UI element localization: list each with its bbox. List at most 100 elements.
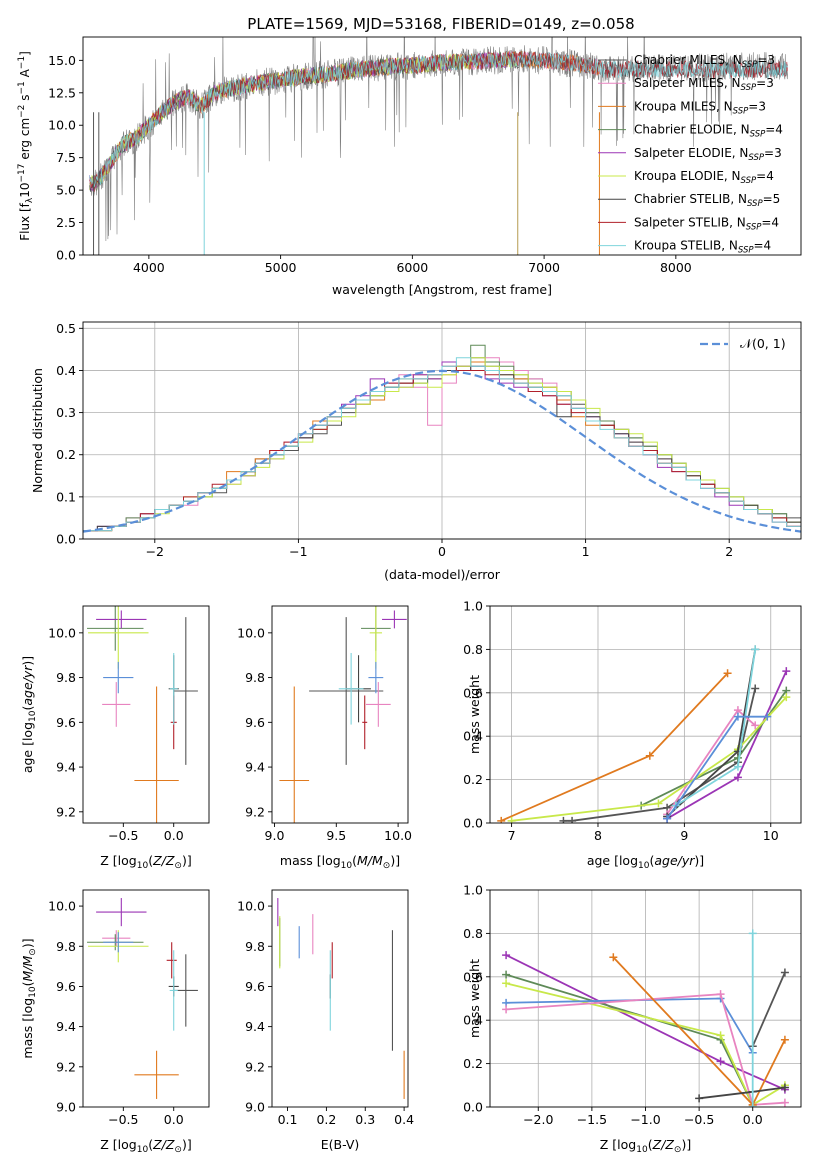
label-part: −1: [17, 56, 27, 69]
label-part: A: [18, 68, 32, 81]
plus-marker: [723, 669, 732, 678]
x-tick-label: −0.5: [108, 828, 138, 843]
y-axis-label: age [log10(age/yr)]: [20, 656, 38, 773]
y-tick-label: 2.5: [56, 215, 76, 230]
label-part: age [log: [587, 853, 638, 868]
plus-marker: [733, 762, 742, 771]
label-part: Salpeter ELODIE, N: [634, 146, 748, 160]
x-axis-label: wavelength [Angstrom, rest frame]: [332, 282, 552, 297]
y-tick-label: 9.6: [245, 715, 265, 730]
y-tick-label: 0.3: [56, 405, 76, 420]
y-tick-label: 9.6: [56, 715, 76, 730]
plus-marker: [716, 1057, 725, 1066]
x-axis-label: Z [log10(Z/Z⊙)]: [100, 1137, 191, 1155]
label-part: =4: [756, 169, 774, 183]
label-part: Salpeter STELIB, N: [634, 215, 746, 229]
label-part: SSP: [741, 83, 757, 93]
label-part: Z [log: [600, 1137, 636, 1152]
mass_age-panel: 9.0 9.5 10.0 9.2 9.4 9.6 9.8 10.0 mass [log10(M/…: [237, 605, 412, 871]
label-part: 10: [28, 986, 38, 998]
label-part: M/M: [20, 955, 35, 981]
label-part: Flux [f: [18, 202, 32, 240]
plus-marker: [502, 979, 511, 988]
x-tick-label: −1.0: [630, 1112, 660, 1127]
plus-marker: [497, 816, 506, 823]
x-tick-label: −0.5: [108, 1112, 138, 1127]
plus-marker: [748, 929, 757, 938]
plus-marker: [780, 1035, 789, 1044]
weight-line: [505, 982, 786, 1107]
chart-panels: 4000 5000 6000 7000 80000.02.55.07.510.012.5…: [17, 36, 802, 1155]
label-part: 10: [137, 1145, 149, 1155]
label-part: SSP: [746, 222, 762, 232]
residuals-plot-area: [83, 344, 801, 533]
residuals-panel: −2 −1 0 1 2 0.0 0.1 0.2 0.3 0.4 0.5 𝒩(0, 1) (data-mo…: [30, 321, 802, 582]
y-tick-label: 9.2: [245, 1059, 265, 1074]
y-axis-label: mass [log10(M/M⊙)]: [20, 938, 38, 1058]
y-tick-label: 10.0: [48, 899, 76, 914]
x-tick-label: 9: [680, 828, 688, 843]
label-part: 10: [636, 1145, 648, 1155]
x-tick-label: 7000: [528, 260, 560, 275]
axes-frame: [271, 889, 409, 1108]
label-part: SSP: [748, 153, 764, 163]
y-tick-label: 10.0: [48, 625, 76, 640]
y-tick-label: 0.1: [56, 489, 76, 504]
plus-marker: [780, 1098, 789, 1107]
y-tick-label: 9.0: [56, 1100, 76, 1115]
x-tick-label: 6000: [396, 260, 428, 275]
x-tick-label: 8: [594, 828, 602, 843]
label-part: ⊙: [174, 1145, 182, 1155]
label-part: −17: [17, 164, 27, 183]
label-part: =4: [754, 239, 772, 253]
x-tick-label: −0.5: [684, 1112, 714, 1127]
y-tick-label: 0.0: [56, 532, 76, 547]
plus-marker: [559, 816, 568, 823]
legend-entry-label: Kroupa MILES, NSSP=3: [634, 99, 766, 116]
y-tick-label: 9.4: [56, 1019, 76, 1034]
label-part: )]: [182, 1137, 192, 1152]
x-axis-label: E(B-V): [321, 1137, 360, 1152]
legend-entry-label: Salpeter STELIB, NSSP=4: [634, 215, 779, 232]
z_weight-plot-area: [502, 929, 789, 1107]
plus-marker: [716, 990, 725, 999]
weight-line: [640, 690, 788, 807]
label-part: ⊙: [28, 948, 38, 956]
y-tick-label: 0.8: [463, 926, 483, 941]
model-spectrum-line: [89, 51, 518, 190]
plus-marker: [780, 968, 789, 977]
y-tick-label: 9.0: [245, 1100, 265, 1115]
plus-marker: [782, 693, 791, 702]
y-tick-label: 10.0: [237, 899, 265, 914]
axes-frame: [489, 605, 802, 824]
y-tick-label: 9.8: [56, 939, 76, 954]
x-axis-label: Z [log10(Z/Z⊙)]: [100, 853, 191, 871]
label-part: M/M: [357, 853, 383, 868]
plus-marker: [502, 1005, 511, 1014]
legend-entry-label: Salpeter ELODIE, NSSP=3: [634, 146, 782, 163]
label-part: SSP: [747, 199, 763, 209]
y-axis-label: mass weight: [467, 675, 482, 754]
label-part: λ: [25, 197, 35, 203]
label-part: Z/Z: [152, 1137, 175, 1152]
label-part: Z [log: [100, 853, 136, 868]
label-part: mass [log: [20, 998, 35, 1059]
y-tick-label: 9.8: [245, 670, 265, 685]
x-axis-label: (data-model)/error: [384, 567, 501, 582]
label-part: mass [log: [280, 853, 341, 868]
label-part: =4: [761, 215, 779, 229]
label-part: Kroupa ELODIE, N: [634, 169, 741, 183]
legend-entry-label: Chabrier ELODIE, NSSP=4: [634, 123, 783, 140]
label-part: (: [148, 853, 153, 868]
weight-line: [511, 696, 787, 822]
label-part: (: [20, 706, 35, 711]
label-part: Chabrier STELIB, N: [634, 192, 747, 206]
weight-line: [563, 688, 757, 822]
label-part: −1: [17, 81, 27, 94]
label-part: Salpeter MILES, N: [634, 76, 741, 90]
label-part: (: [352, 853, 357, 868]
y-tick-label: 10.0: [237, 625, 265, 640]
plus-marker: [733, 773, 742, 782]
label-part: age/yr: [654, 853, 695, 868]
spectrum-plot-area: [89, 37, 788, 255]
